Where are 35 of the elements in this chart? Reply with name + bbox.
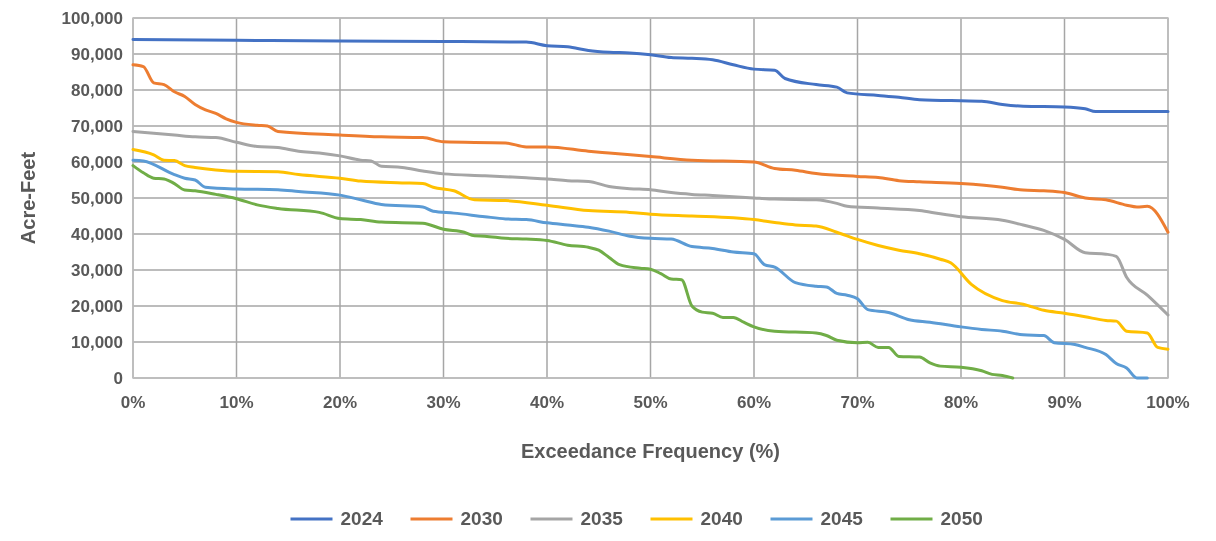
legend-label: 2050 [940,508,983,529]
x-tick-label: 10% [219,393,254,412]
x-tick-label: 20% [322,393,358,412]
y-tick-label: 0 [113,368,123,388]
y-tick-label: 50,000 [71,188,123,208]
x-tick-label: 80% [943,393,979,412]
line-series [131,38,1170,114]
legend-label: 2045 [820,508,864,529]
y-tick-label: 30,000 [71,260,123,280]
legend-label: 2024 [340,508,384,529]
y-tick-label: 80,000 [71,80,123,100]
legend-label: 2030 [460,508,503,529]
line-series [131,147,1170,351]
line-series [131,164,1015,380]
x-tick-label: 40% [529,393,565,412]
legend-label: 2040 [700,508,743,529]
x-tick-label: 0% [120,393,146,412]
x-axis-title: Exceedance Frequency (%) [521,440,780,462]
x-tick-label: 50% [633,393,668,412]
y-tick-label: 10,000 [71,332,123,352]
y-tick-label: 70,000 [71,116,123,136]
line-series [131,158,1149,380]
y-tick-label: 60,000 [71,152,123,172]
legend-label: 2035 [580,508,624,529]
y-axis-title: Acre-Feet [17,151,39,245]
y-tick-label: 100,000 [61,8,123,28]
y-tick-label: 40,000 [71,224,123,244]
x-tick-label: 60% [736,393,772,412]
x-tick-label: 70% [840,393,875,412]
x-tick-label: 30% [426,393,461,412]
x-tick-label: 90% [1047,393,1082,412]
line-series [131,63,1170,234]
x-tick-label: 100% [1146,393,1190,412]
y-tick-label: 90,000 [71,44,123,64]
y-tick-label: 20,000 [71,296,123,316]
